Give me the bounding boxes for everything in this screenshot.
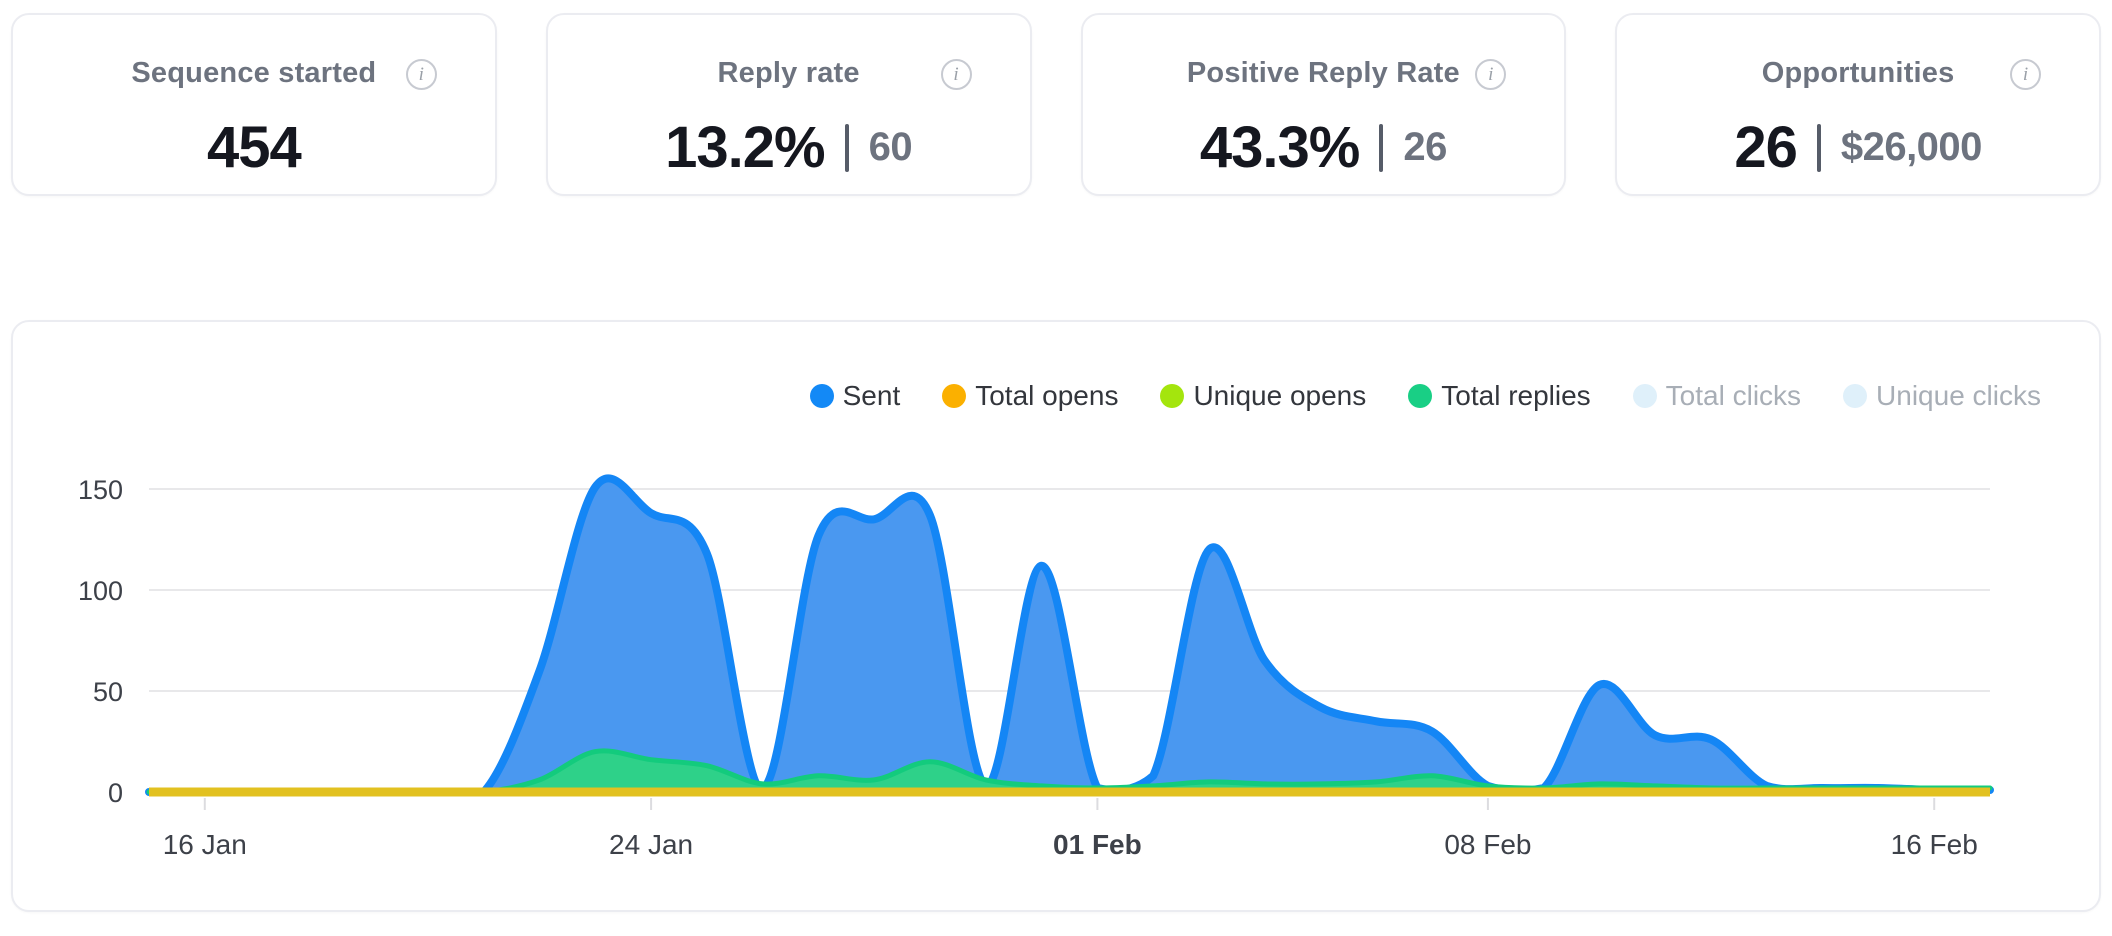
stat-card-sequence-started: Sequence started i 454: [11, 13, 497, 196]
stat-secondary-wrap: 26: [1359, 123, 1447, 172]
x-axis-label-01-feb: 01 Feb: [1053, 829, 1142, 860]
legend-label: Total opens: [975, 380, 1119, 411]
info-icon[interactable]: i: [405, 59, 437, 90]
chart-legend: Sent Total opens Unique opens Total replies…: [809, 380, 2041, 412]
value-divider: [1379, 123, 1384, 172]
info-icon[interactable]: i: [940, 59, 972, 90]
stat-card-opportunities: Opportunities i 26 $26,000: [1615, 13, 2101, 196]
stat-value: 454: [206, 115, 302, 180]
stat-value: 43.3%: [1199, 115, 1360, 180]
legend-item-total-opens[interactable]: Total opens: [942, 380, 1118, 412]
stat-value: 13.2%: [665, 115, 825, 180]
legend-item-total-replies[interactable]: Total replies: [1408, 380, 1591, 412]
legend-item-unique-opens[interactable]: Unique opens: [1160, 380, 1366, 412]
stat-value: 26: [1734, 115, 1798, 180]
series-sent-line: [145, 474, 1994, 796]
info-icon[interactable]: i: [2010, 59, 2041, 90]
info-icon[interactable]: i: [1475, 59, 1507, 90]
legend-dot-sent-icon: [809, 384, 834, 408]
series-sent-area: [149, 478, 1990, 792]
stats-row: Sequence started i 454 Reply rate i 13.2…: [11, 13, 2101, 196]
stat-secondary-value: $26,000: [1840, 125, 1983, 169]
legend-item-total-clicks[interactable]: Total clicks: [1632, 380, 1802, 412]
info-icon-glyph: i: [418, 64, 424, 85]
legend-dot-total-opens-icon: [942, 384, 967, 408]
stat-card-title: Opportunities: [1761, 57, 1955, 89]
value-divider: [844, 123, 849, 172]
stat-value-row: 26 $26,000: [1734, 114, 1982, 181]
stat-value-row: 454: [206, 114, 302, 181]
legend-label: Unique clicks: [1876, 380, 2041, 411]
legend-label: Unique opens: [1193, 380, 1367, 411]
legend-label: Sent: [842, 380, 901, 411]
stat-secondary-wrap: $26,000: [1797, 123, 1983, 172]
info-icon-glyph: i: [1488, 64, 1494, 85]
stat-value-row: 43.3% 26: [1200, 114, 1447, 181]
y-axis-label-0: 0: [108, 778, 123, 808]
x-axis-label-24-jan: 24 Jan: [609, 829, 693, 860]
y-axis-label-50: 50: [93, 677, 123, 707]
legend-dot-total-replies-icon: [1408, 384, 1433, 408]
x-axis-label-08-feb: 08 Feb: [1444, 829, 1531, 860]
stat-secondary-value: 60: [868, 125, 913, 169]
stat-secondary-wrap: 60: [825, 123, 913, 172]
info-icon-glyph: i: [953, 64, 959, 85]
stat-card-reply-rate: Reply rate i 13.2% 60: [545, 13, 1032, 196]
value-divider: [1816, 123, 1821, 172]
info-icon-glyph: i: [2022, 64, 2029, 85]
stat-card-title: Positive Reply Rate: [1186, 57, 1460, 89]
legend-item-unique-clicks[interactable]: Unique clicks: [1843, 380, 2041, 412]
area-chart: 0 50 100 150 16 Jan 24 Jan 01 Feb 08 Feb 16 Feb: [78, 474, 1994, 860]
x-axis-label-16-feb: 16 Feb: [1891, 829, 1978, 860]
legend-item-sent[interactable]: Sent: [809, 380, 901, 412]
x-axis-label-16-jan: 16 Jan: [163, 829, 247, 860]
legend-dot-unique-opens-icon: [1160, 384, 1185, 408]
y-axis-label-150: 150: [78, 475, 123, 505]
series-total-replies-area: [149, 750, 1990, 792]
stat-value-row: 13.2% 60: [665, 114, 912, 181]
legend-label: Total replies: [1441, 380, 1591, 411]
y-axis-label-100: 100: [78, 576, 123, 606]
legend-dot-unique-clicks-icon: [1843, 384, 1868, 408]
legend-label: Total clicks: [1665, 380, 1802, 411]
chart-card: Sent Total opens Unique opens Total replies…: [11, 320, 2101, 912]
stat-card-positive-reply-rate: Positive Reply Rate i 43.3% 26: [1080, 13, 1567, 196]
stat-card-title: Reply rate: [717, 57, 860, 89]
legend-dot-total-clicks-icon: [1632, 384, 1657, 408]
stat-card-title: Sequence started: [131, 57, 377, 89]
stat-secondary-value: 26: [1403, 125, 1447, 169]
